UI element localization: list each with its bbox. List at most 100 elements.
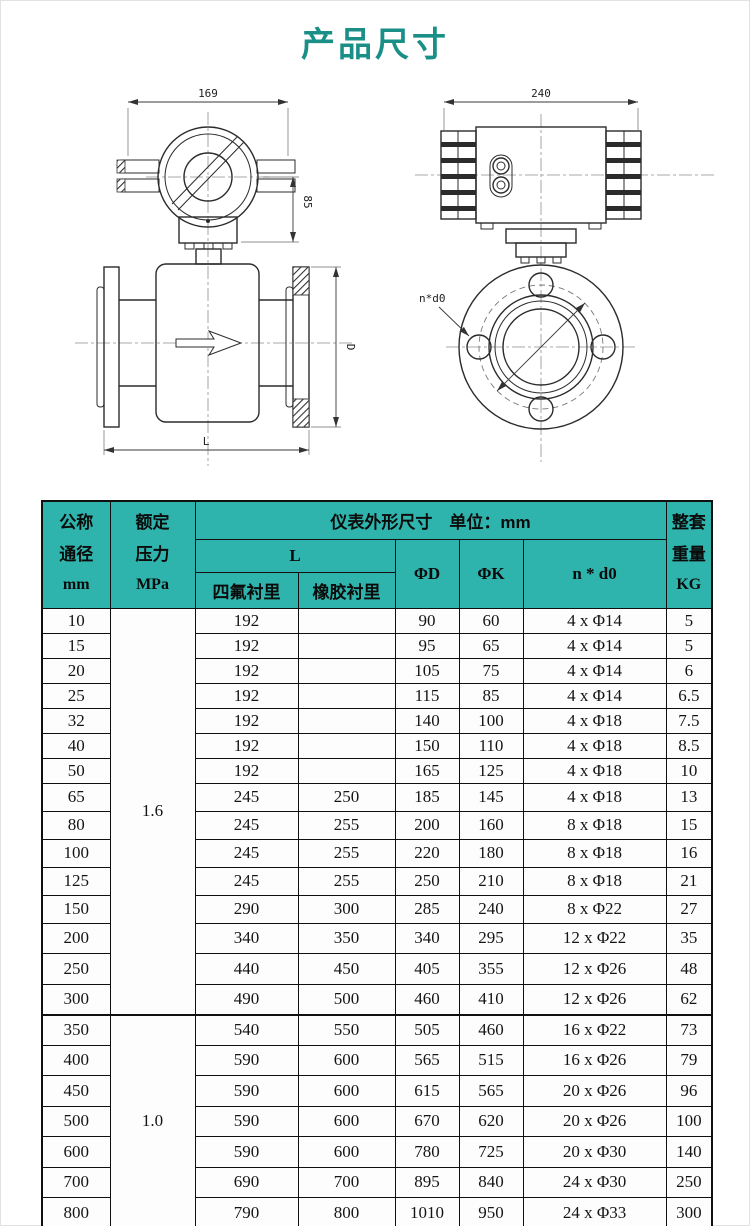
header-ptfe-lining: 四氟衬里 (194, 571, 299, 609)
l-ptfe-cell: 192 (194, 657, 299, 684)
l-rubber-cell: 255 (297, 810, 396, 840)
weight-cell: 21 (665, 866, 713, 896)
converter-housing-outer (157, 126, 259, 228)
l-rubber-cell: 450 (297, 953, 396, 985)
phi-k-cell: 460 (458, 1013, 524, 1046)
cable-gland (492, 176, 510, 194)
weight-cell: 13 (665, 782, 713, 812)
dn-cell: 600 (41, 1136, 111, 1168)
weight-cell: 73 (665, 1013, 713, 1046)
phi-d-cell: 140 (394, 707, 460, 734)
phi-k-cell: 60 (458, 607, 524, 634)
phi-k-cell: 75 (458, 657, 524, 684)
weight-cell: 8.5 (665, 732, 713, 759)
phi-d-cell: 615 (394, 1075, 460, 1107)
phi-k-cell: 410 (458, 983, 524, 1015)
l-rubber-cell: 700 (297, 1166, 396, 1198)
cable-gland (492, 157, 510, 175)
dn-cell: 50 (41, 757, 111, 784)
phi-k-cell: 355 (458, 953, 524, 985)
dim-240-label: 240 (531, 87, 551, 100)
l-ptfe-cell: 245 (194, 866, 299, 896)
dn-cell: 800 (41, 1197, 111, 1226)
dn-cell: 500 (41, 1105, 111, 1137)
header-phi-d: ΦD (394, 538, 460, 609)
table-row: 250 440 450 405 355 12 x Φ26 48 (41, 953, 713, 985)
weight-cell: 250 (665, 1166, 713, 1198)
left-fin-block (440, 130, 477, 220)
l-rubber-cell: 600 (297, 1075, 396, 1107)
phi-k-cell: 100 (458, 707, 524, 734)
l-rubber-cell: 600 (297, 1136, 396, 1168)
n-d0-cell: 4 x Φ14 (522, 682, 667, 709)
phi-d-cell: 505 (394, 1013, 460, 1046)
phi-d-cell: 340 (394, 922, 460, 954)
phi-k-cell: 160 (458, 810, 524, 840)
n-d0-cell: 8 x Φ18 (522, 838, 667, 868)
l-ptfe-cell: 245 (194, 810, 299, 840)
l-rubber-cell: 350 (297, 922, 396, 954)
table-row: 100 245 255 220 180 8 x Φ18 16 (41, 838, 713, 868)
l-rubber-cell: 600 (297, 1044, 396, 1076)
table-row: 32 192 140 100 4 x Φ18 7.5 (41, 707, 713, 734)
n-d0-cell: 16 x Φ26 (522, 1044, 667, 1076)
table-row: 500 590 600 670 620 20 x Φ26 100 (41, 1105, 713, 1137)
table-row: 40 192 150 110 4 x Φ18 8.5 (41, 732, 713, 759)
n-d0-cell: 4 x Φ18 (522, 707, 667, 734)
phi-d-cell: 250 (394, 866, 460, 896)
phi-d-cell: 670 (394, 1105, 460, 1137)
phi-d-cell: 405 (394, 953, 460, 985)
phi-d-cell: 115 (394, 682, 460, 709)
n-d0-cell: 20 x Φ26 (522, 1075, 667, 1107)
table-row: 400 590 600 565 515 16 x Φ26 79 (41, 1044, 713, 1076)
n-d0-cell: 24 x Φ30 (522, 1166, 667, 1198)
l-rubber-cell: 600 (297, 1105, 396, 1137)
header-dn: 公称 通径 mm (41, 500, 111, 609)
l-ptfe-cell: 590 (194, 1136, 299, 1168)
phi-d-cell: 165 (394, 757, 460, 784)
weight-cell: 7.5 (665, 707, 713, 734)
converter-display-window (183, 152, 233, 202)
cable-entry-cap (116, 159, 126, 174)
bolt-hole (528, 272, 554, 298)
left-conduit-tube (120, 159, 160, 174)
bolt-hole (590, 334, 616, 360)
n-d0-cell: 4 x Φ14 (522, 657, 667, 684)
flowmeter-elevation-drawing: 169 85 (75, 87, 357, 466)
n-d0-cell: 16 x Φ22 (522, 1013, 667, 1046)
dn-cell: 100 (41, 838, 111, 868)
weight-cell: 6.5 (665, 682, 713, 709)
flange-outer-circle (458, 264, 624, 430)
l-ptfe-cell: 192 (194, 757, 299, 784)
l-ptfe-cell: 245 (194, 838, 299, 868)
l-rubber-cell: 500 (297, 983, 396, 1015)
weight-cell: 300 (665, 1197, 713, 1226)
dn-cell: 32 (41, 707, 111, 734)
phi-k-cell: 125 (458, 757, 524, 784)
table-row: 20 192 105 75 4 x Φ14 6 (41, 657, 713, 684)
phi-k-cell: 110 (458, 732, 524, 759)
spec-table: 公称 通径 mm 额定 压力 MPa 仪表外形尺寸 单位：mm 整套 (41, 500, 714, 1226)
l-rubber-cell: 250 (297, 782, 396, 812)
l-ptfe-cell: 192 (194, 632, 299, 659)
l-ptfe-cell: 690 (194, 1166, 299, 1198)
l-ptfe-cell: 440 (194, 953, 299, 985)
l-rubber-cell (297, 757, 396, 784)
phi-k-cell: 515 (458, 1044, 524, 1076)
header-phi-k: ΦK (458, 538, 524, 609)
table-row: 800 790 800 1010 950 24 x Φ33 300 (41, 1197, 713, 1226)
header-pressure: 额定 压力 MPa (109, 500, 196, 609)
dn-cell: 65 (41, 782, 111, 812)
n-d0-cell: 20 x Φ26 (522, 1105, 667, 1137)
n-d0-cell: 12 x Φ22 (522, 922, 667, 954)
l-ptfe-cell: 590 (194, 1075, 299, 1107)
right-conduit-tube (256, 159, 296, 174)
converter-top-and-flange-face-drawing: 240 (415, 87, 717, 462)
dn-cell: 20 (41, 657, 111, 684)
phi-d-cell: 780 (394, 1136, 460, 1168)
header-weight: 整套 重量 KG (665, 500, 713, 609)
dn-cell: 700 (41, 1166, 111, 1198)
dn-cell: 450 (41, 1075, 111, 1107)
phi-k-cell: 240 (458, 894, 524, 924)
dn-cell: 10 (41, 607, 111, 634)
